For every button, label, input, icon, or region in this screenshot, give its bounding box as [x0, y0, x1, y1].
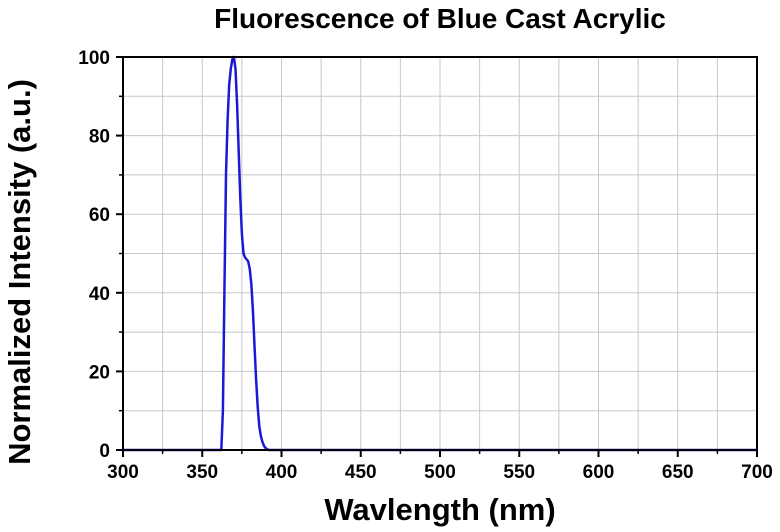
x-tick-label: 450 [345, 462, 377, 483]
x-tick-label: 650 [662, 462, 694, 483]
x-tick-label: 300 [107, 462, 139, 483]
x-tick-label: 500 [424, 462, 456, 483]
x-tick-label: 600 [583, 462, 615, 483]
y-tick-label: 40 [89, 284, 110, 305]
y-tick-label: 100 [78, 48, 110, 69]
x-tick-label: 350 [186, 462, 218, 483]
chart-title: Fluorescence of Blue Cast Acrylic [214, 3, 666, 34]
x-tick-label: 400 [266, 462, 298, 483]
y-tick-label: 20 [89, 362, 110, 383]
y-tick-label: 0 [99, 441, 110, 462]
x-tick-label: 550 [503, 462, 535, 483]
x-axis-title: Wavlength (nm) [324, 492, 556, 527]
x-tick-label: 700 [741, 462, 773, 483]
y-tick-label: 60 [89, 205, 110, 226]
y-tick-label: 80 [89, 127, 110, 148]
